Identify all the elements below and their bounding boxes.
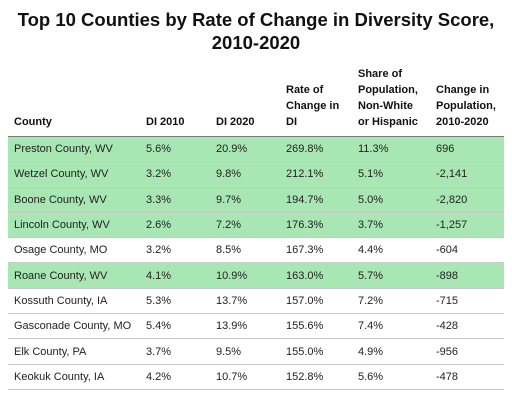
cell-rate-of-change: 152.8% — [280, 364, 352, 390]
cell-di-2020: 8.5% — [210, 237, 280, 264]
header-share-non-white: Share of Population, Non-White or Hispan… — [352, 58, 430, 137]
cell-county: Roane County, WV — [8, 262, 140, 289]
cell-share-non-white: 4.4% — [352, 237, 430, 264]
cell-di-2010: 4.2% — [140, 364, 210, 390]
header-row: County DI 2010 DI 2020 Rate of Change in… — [8, 58, 504, 137]
data-table: County DI 2010 DI 2020 Rate of Change in… — [8, 58, 504, 390]
cell-di-2020: 10.7% — [210, 364, 280, 390]
cell-change-in-population: -2,820 — [430, 187, 504, 213]
cell-di-2020: 7.2% — [210, 212, 280, 239]
cell-change-in-population: -898 — [430, 262, 504, 289]
cell-county: Gasconade County, MO — [8, 313, 140, 340]
cell-di-2020: 13.9% — [210, 313, 280, 340]
table-header: County DI 2010 DI 2020 Rate of Change in… — [8, 58, 504, 137]
cell-rate-of-change: 155.0% — [280, 338, 352, 365]
cell-di-2010: 5.3% — [140, 288, 210, 315]
cell-county: Elk County, PA — [8, 338, 140, 365]
cell-county: Wetzel County, WV — [8, 161, 140, 188]
cell-share-non-white: 3.7% — [352, 212, 430, 239]
table-row: Lincoln County, WV 2.6% 7.2% 176.3% 3.7% -1,2… — [8, 212, 504, 239]
cell-di-2010: 3.2% — [140, 161, 210, 188]
chart-title: Top 10 Counties by Rate of Change in Div… — [0, 8, 512, 54]
cell-change-in-population: -1,257 — [430, 212, 504, 239]
cell-rate-of-change: 194.7% — [280, 187, 352, 213]
cell-share-non-white: 5.1% — [352, 161, 430, 188]
cell-share-non-white: 5.0% — [352, 187, 430, 213]
cell-rate-of-change: 176.3% — [280, 212, 352, 239]
cell-di-2020: 9.5% — [210, 338, 280, 365]
cell-di-2010: 4.1% — [140, 262, 210, 289]
cell-share-non-white: 5.6% — [352, 364, 430, 390]
cell-share-non-white: 4.9% — [352, 338, 430, 365]
cell-county: Osage County, MO — [8, 237, 140, 264]
table-row: Preston County, WV 5.6% 20.9% 269.8% 11.3% 69… — [8, 136, 504, 163]
chart-title-line-2: 2010-2020 — [211, 32, 301, 53]
cell-county: Boone County, WV — [8, 187, 140, 213]
table-row: Gasconade County, MO 5.4% 13.9% 155.6% 7.4% -… — [8, 313, 504, 340]
header-change-in-population: Change in Population, 2010-2020 — [430, 58, 504, 137]
table-row: Kossuth County, IA 5.3% 13.7% 157.0% 7.2% -71… — [8, 288, 504, 315]
cell-share-non-white: 7.2% — [352, 288, 430, 315]
chart-title-line-1: Top 10 Counties by Rate of Change in Div… — [17, 9, 495, 30]
cell-rate-of-change: 163.0% — [280, 262, 352, 289]
cell-di-2020: 20.9% — [210, 136, 280, 163]
table-row: Roane County, WV 4.1% 10.9% 163.0% 5.7% -898 — [8, 262, 504, 289]
cell-rate-of-change: 269.8% — [280, 136, 352, 163]
cell-di-2010: 3.7% — [140, 338, 210, 365]
table-row: Boone County, WV 3.3% 9.7% 194.7% 5.0% -2,820 — [8, 187, 504, 213]
cell-change-in-population: -2,141 — [430, 161, 504, 188]
header-rate-of-change: Rate of Change in DI — [280, 58, 352, 137]
cell-di-2010: 5.6% — [140, 136, 210, 163]
table-row: Elk County, PA 3.7% 9.5% 155.0% 4.9% -956 — [8, 338, 504, 365]
cell-share-non-white: 7.4% — [352, 313, 430, 340]
header-county: County — [8, 58, 140, 137]
cell-share-non-white: 5.7% — [352, 262, 430, 289]
table-body: Preston County, WV 5.6% 20.9% 269.8% 11.3% 69… — [8, 136, 504, 390]
cell-change-in-population: -604 — [430, 237, 504, 264]
cell-rate-of-change: 167.3% — [280, 237, 352, 264]
header-di-2020: DI 2020 — [210, 58, 280, 137]
cell-di-2010: 5.4% — [140, 313, 210, 340]
header-di-2010: DI 2010 — [140, 58, 210, 137]
cell-share-non-white: 11.3% — [352, 136, 430, 163]
cell-county: Keokuk County, IA — [8, 364, 140, 390]
cell-di-2020: 9.8% — [210, 161, 280, 188]
cell-change-in-population: 696 — [430, 136, 504, 163]
cell-rate-of-change: 155.6% — [280, 313, 352, 340]
cell-di-2020: 9.7% — [210, 187, 280, 213]
cell-change-in-population: -428 — [430, 313, 504, 340]
cell-county: Lincoln County, WV — [8, 212, 140, 239]
cell-di-2010: 3.3% — [140, 187, 210, 213]
cell-change-in-population: -715 — [430, 288, 504, 315]
cell-di-2020: 13.7% — [210, 288, 280, 315]
cell-county: Preston County, WV — [8, 136, 140, 163]
cell-change-in-population: -478 — [430, 364, 504, 390]
cell-di-2010: 3.2% — [140, 237, 210, 264]
cell-change-in-population: -956 — [430, 338, 504, 365]
cell-di-2010: 2.6% — [140, 212, 210, 239]
cell-rate-of-change: 212.1% — [280, 161, 352, 188]
cell-di-2020: 10.9% — [210, 262, 280, 289]
table-row: Wetzel County, WV 3.2% 9.8% 212.1% 5.1% -2,14… — [8, 161, 504, 188]
table-row: Osage County, MO 3.2% 8.5% 167.3% 4.4% -604 — [8, 237, 504, 264]
table-row: Keokuk County, IA 4.2% 10.7% 152.8% 5.6% -478 — [8, 364, 504, 390]
cell-county: Kossuth County, IA — [8, 288, 140, 315]
cell-rate-of-change: 157.0% — [280, 288, 352, 315]
